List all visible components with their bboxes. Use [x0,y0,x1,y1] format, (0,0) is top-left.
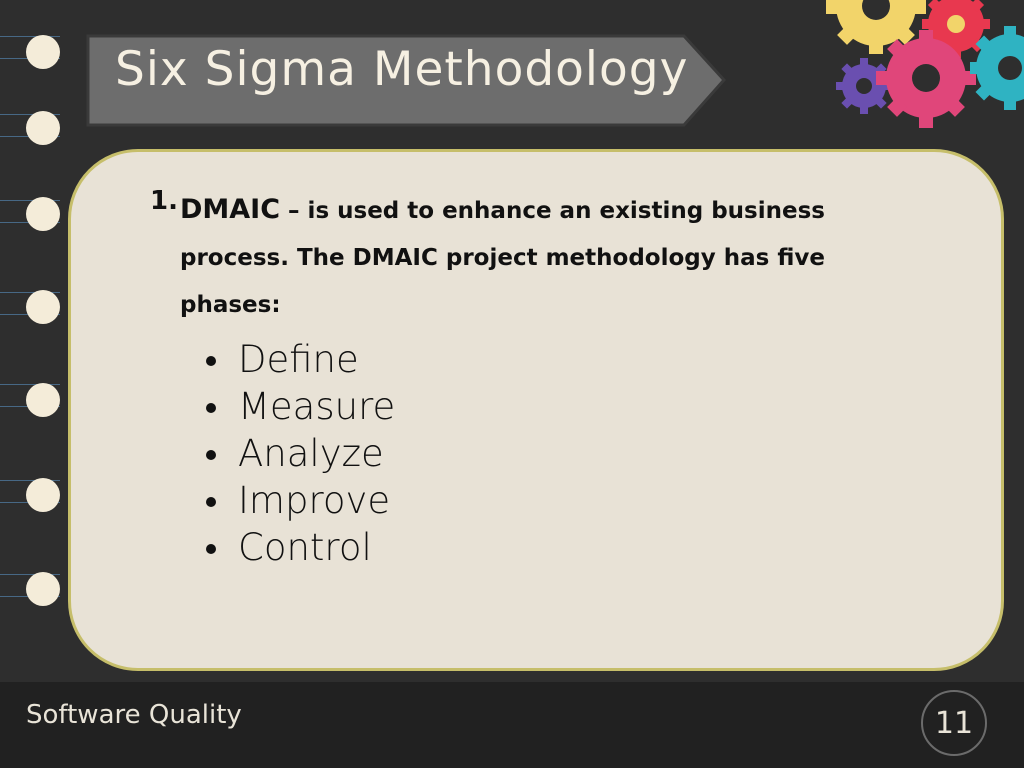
binder-hole [26,111,60,145]
binder-hole [26,35,60,69]
binder-line [0,384,60,385]
dmaic-description: DMAIC – is used to enhance an existing b… [180,186,880,329]
content-card [68,149,1004,671]
gears-illustration [826,0,1024,128]
phase-measure: Measure [206,383,395,430]
gear-red-small-icon [922,0,990,58]
slide-title: Six Sigma Methodology [115,42,689,97]
binder-line [0,480,60,481]
gear-yellow-icon [826,0,926,54]
gear-teal-icon [970,26,1024,110]
binder-line [0,36,60,37]
page-number-badge: 11 [921,690,987,756]
phase-improve: Improve [206,477,395,524]
dmaic-label: DMAIC [180,194,281,225]
dmaic-description-text: – is used to enhance an existing busines… [180,198,825,318]
phase-control: Control [206,524,395,571]
gear-purple-icon [836,58,892,114]
binder-line [0,292,60,293]
phase-list: Define Measure Analyze Improve Control [206,336,395,571]
binder-line [0,200,60,201]
binder-line [0,574,60,575]
title-banner [86,34,726,127]
binder-hole [26,572,60,606]
footer-label: Software Quality [26,700,242,730]
phase-define: Define [206,336,395,383]
binder-hole [26,478,60,512]
page-number: 11 [934,705,974,741]
list-item-number: 1. [150,186,178,216]
binder-hole [26,383,60,417]
binder-hole [26,290,60,324]
binder-line [0,114,60,115]
phase-analyze: Analyze [206,430,395,477]
binder-hole [26,197,60,231]
footer-bar [0,682,1024,768]
